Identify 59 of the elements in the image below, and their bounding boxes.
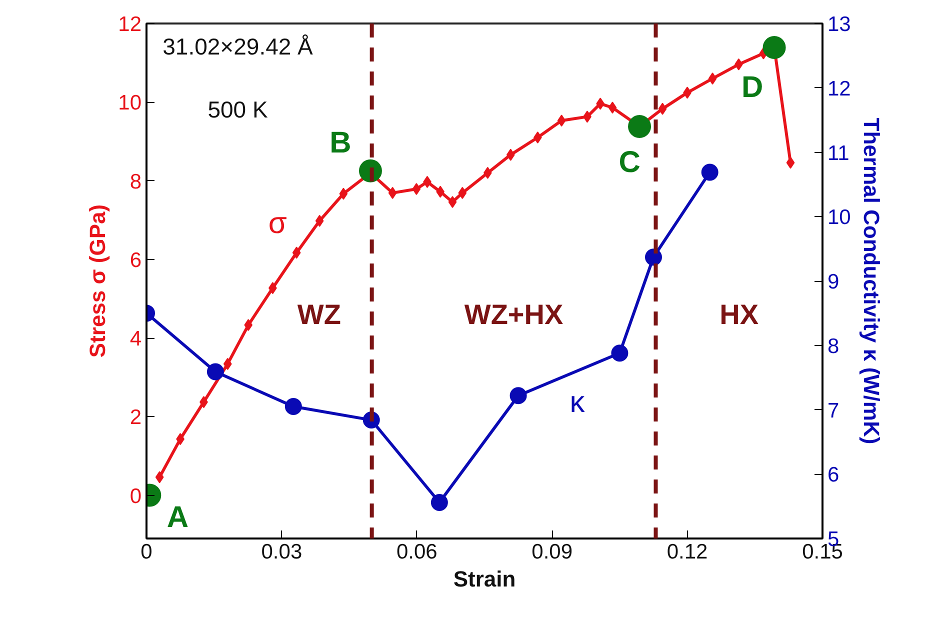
y2-tick-label: 12 — [828, 77, 851, 100]
annotation: 31.02×29.42 Å — [162, 34, 314, 60]
series-label: κ — [570, 386, 586, 420]
point — [412, 183, 421, 196]
x-tick-label: 0.09 — [532, 540, 573, 564]
point — [557, 114, 566, 127]
y-tick-label: 8 — [130, 170, 142, 194]
y-tick-label: 10 — [118, 92, 142, 115]
y-tick-label: 6 — [130, 248, 142, 272]
annotation: B — [330, 126, 352, 160]
annotation: WZ+HX — [464, 298, 564, 330]
y-tick-label: 0 — [130, 484, 142, 508]
point — [223, 358, 232, 370]
x-tick-label: 0.06 — [396, 540, 438, 564]
y2-tick-label: 6 — [828, 464, 840, 487]
y2-tick-label: 9 — [828, 270, 840, 294]
annotation: 500 K — [208, 96, 268, 123]
point — [458, 186, 467, 199]
point — [315, 214, 324, 227]
point — [244, 319, 253, 332]
point — [658, 102, 667, 115]
point — [483, 166, 492, 179]
x-tick-label: 0.12 — [666, 540, 708, 564]
point — [155, 471, 164, 484]
point — [762, 36, 786, 59]
y2-tick-label: 8 — [828, 334, 840, 358]
point — [608, 102, 617, 114]
annotation: D — [741, 70, 764, 104]
point — [628, 115, 652, 138]
x-axis-title: Strain — [453, 566, 516, 592]
point — [292, 246, 301, 259]
x-tick-label: 0.03 — [261, 540, 302, 564]
y-axis-title: Stress σ (GPa) — [85, 204, 110, 358]
point — [284, 398, 302, 416]
point — [430, 494, 448, 511]
annotation: HX — [720, 298, 759, 330]
y-tick-label: 12 — [118, 13, 142, 36]
series-label: σ — [268, 207, 288, 240]
y2-tick-label: 7 — [828, 399, 840, 422]
point — [701, 164, 718, 181]
point — [510, 387, 527, 404]
y2-tick-label: 10 — [828, 206, 851, 230]
point — [645, 248, 662, 266]
point — [786, 156, 795, 169]
point — [339, 188, 348, 200]
point — [388, 186, 397, 199]
y-tick-label: 4 — [130, 328, 142, 351]
point — [708, 72, 717, 85]
point — [206, 363, 224, 380]
annotation: C — [618, 146, 640, 179]
y-tick-label: 2 — [130, 406, 142, 430]
annotation: WZ — [297, 298, 341, 330]
y2-tick-label: 13 — [828, 13, 851, 36]
point — [611, 344, 628, 362]
y2-axis-title: Thermal Conductivity κ (W/mK) — [858, 118, 884, 444]
point — [506, 148, 515, 161]
point — [448, 196, 457, 208]
y2-tick-label: 11 — [828, 142, 850, 165]
annotation: A — [166, 500, 188, 534]
